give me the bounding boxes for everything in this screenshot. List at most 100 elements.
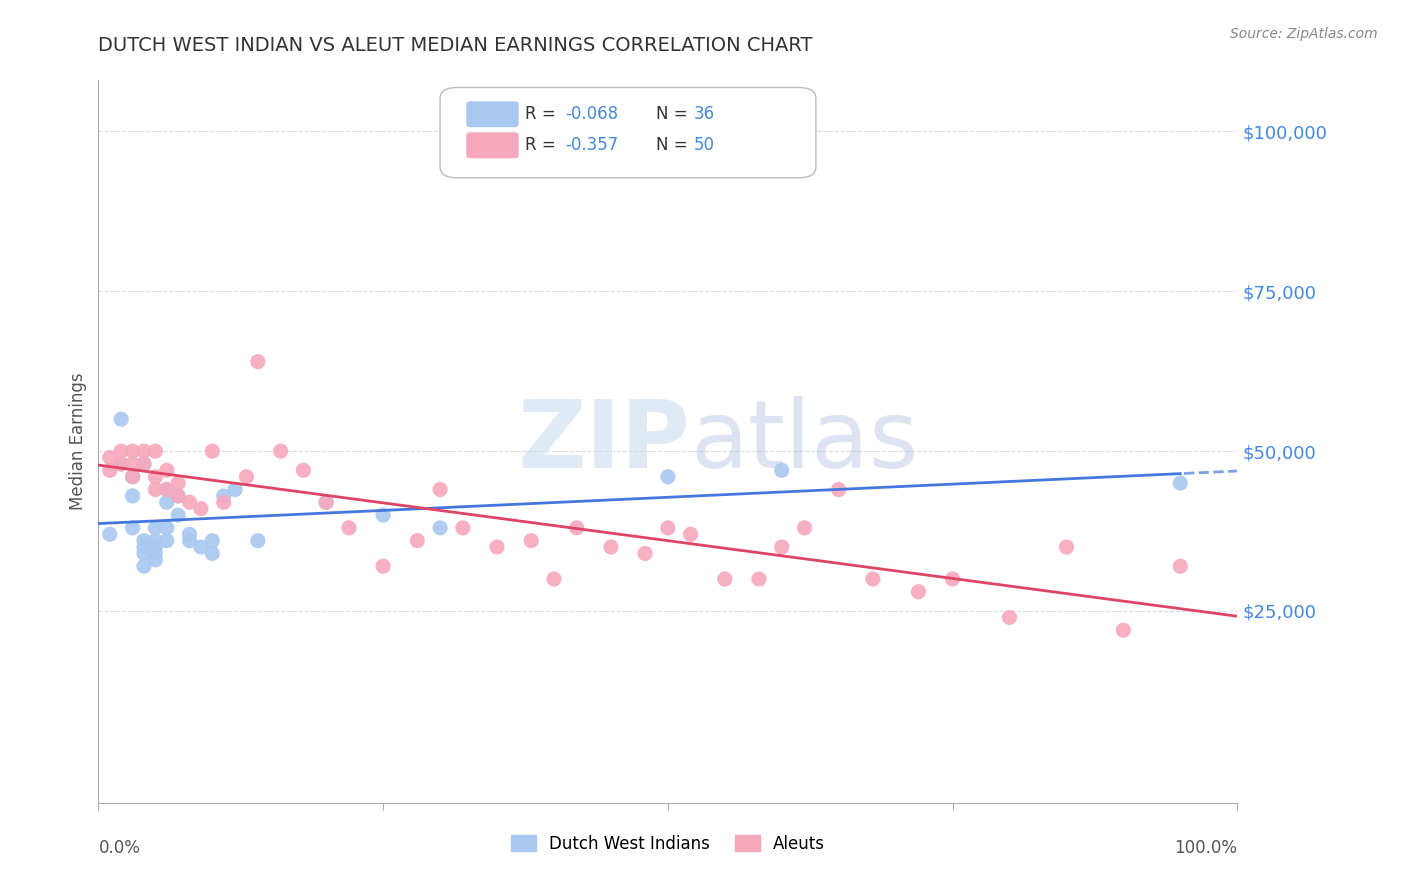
Point <box>429 483 451 497</box>
Point <box>714 572 737 586</box>
Point <box>110 412 132 426</box>
Point <box>156 463 179 477</box>
Point <box>657 469 679 483</box>
Point <box>132 533 155 548</box>
Point <box>315 495 337 509</box>
Point <box>679 527 702 541</box>
Point <box>145 469 167 483</box>
Point <box>201 533 224 548</box>
Point <box>156 521 179 535</box>
Point <box>132 457 155 471</box>
Point <box>201 444 224 458</box>
Point <box>235 469 257 483</box>
Point <box>748 572 770 586</box>
Point <box>121 469 143 483</box>
Point <box>520 533 543 548</box>
Point <box>451 521 474 535</box>
Point <box>167 476 190 491</box>
Point <box>828 483 851 497</box>
Text: 0.0%: 0.0% <box>98 838 141 857</box>
Point <box>190 540 212 554</box>
Point <box>998 610 1021 624</box>
Point <box>190 501 212 516</box>
Point <box>565 521 588 535</box>
Point <box>98 450 121 465</box>
Point <box>121 469 143 483</box>
Point <box>634 546 657 560</box>
Point <box>145 540 167 554</box>
Point <box>98 463 121 477</box>
Point <box>132 457 155 471</box>
Point <box>246 533 269 548</box>
Point <box>132 559 155 574</box>
Point <box>600 540 623 554</box>
Point <box>246 354 269 368</box>
Point <box>121 444 143 458</box>
Point <box>145 444 167 458</box>
Text: -0.357: -0.357 <box>565 136 619 154</box>
Text: -0.068: -0.068 <box>565 105 619 123</box>
Point <box>121 489 143 503</box>
Text: 100.0%: 100.0% <box>1174 838 1237 857</box>
Text: 36: 36 <box>695 105 716 123</box>
Point <box>145 546 167 560</box>
Text: 50: 50 <box>695 136 716 154</box>
Point <box>145 553 167 567</box>
Point <box>543 572 565 586</box>
Point <box>862 572 884 586</box>
Point <box>98 527 121 541</box>
Point <box>156 533 179 548</box>
Point <box>270 444 292 458</box>
Point <box>145 521 167 535</box>
Point <box>156 495 179 509</box>
Point <box>292 463 315 477</box>
Text: N =: N = <box>657 105 693 123</box>
Text: R =: R = <box>526 105 561 123</box>
Point <box>179 533 201 548</box>
FancyBboxPatch shape <box>440 87 815 178</box>
Point <box>145 533 167 548</box>
Text: R =: R = <box>526 136 561 154</box>
Point <box>337 521 360 535</box>
Text: ZIP: ZIP <box>517 395 690 488</box>
Point <box>201 546 224 560</box>
Point <box>156 483 179 497</box>
Point <box>770 463 793 477</box>
Point <box>110 457 132 471</box>
Point <box>156 483 179 497</box>
Point <box>1112 623 1135 637</box>
Legend: Dutch West Indians, Aleuts: Dutch West Indians, Aleuts <box>503 828 832 860</box>
Point <box>1170 476 1192 491</box>
Point <box>212 489 235 503</box>
Point <box>167 508 190 522</box>
FancyBboxPatch shape <box>467 132 519 158</box>
Point <box>1170 559 1192 574</box>
Y-axis label: Median Earnings: Median Earnings <box>69 373 87 510</box>
Point <box>132 540 155 554</box>
Point <box>179 527 201 541</box>
Text: DUTCH WEST INDIAN VS ALEUT MEDIAN EARNINGS CORRELATION CHART: DUTCH WEST INDIAN VS ALEUT MEDIAN EARNIN… <box>98 36 813 54</box>
Point <box>110 457 132 471</box>
Point <box>110 444 132 458</box>
Point <box>315 495 337 509</box>
Point <box>371 559 394 574</box>
Point <box>212 495 235 509</box>
Point <box>167 489 190 503</box>
Text: Source: ZipAtlas.com: Source: ZipAtlas.com <box>1230 27 1378 41</box>
Point <box>793 521 815 535</box>
Point <box>770 540 793 554</box>
Text: N =: N = <box>657 136 693 154</box>
Point <box>167 489 190 503</box>
Point <box>1054 540 1078 554</box>
Point <box>132 546 155 560</box>
Point <box>486 540 509 554</box>
Point <box>942 572 965 586</box>
Text: atlas: atlas <box>690 395 920 488</box>
Point <box>179 495 201 509</box>
Point <box>371 508 394 522</box>
Point <box>224 483 246 497</box>
Point <box>657 521 679 535</box>
Point <box>145 483 167 497</box>
Point <box>132 444 155 458</box>
Point <box>121 521 143 535</box>
